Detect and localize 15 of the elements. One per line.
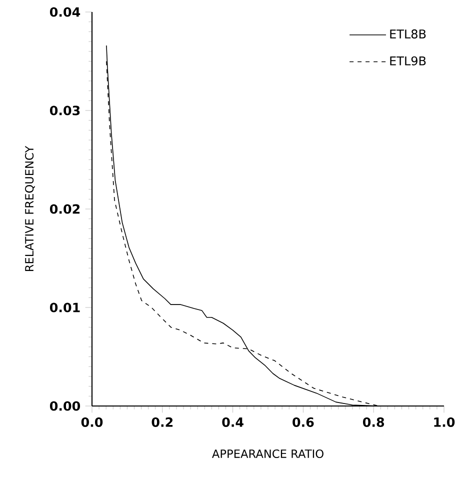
x-tick-label: 0.0 (82, 417, 103, 427)
y-tick-label: 0.03 (50, 106, 80, 116)
x-tick-label: 0.4 (222, 417, 244, 427)
x-tick-label: 0.8 (363, 417, 384, 427)
y-tick-label: 0.00 (50, 401, 80, 411)
y-tick-label: 0.02 (50, 204, 80, 214)
y-tick-label: 0.04 (50, 7, 80, 17)
y-tick-label: 0.01 (50, 302, 80, 312)
y-axis-title: RELATIVE FREQUENCY (25, 146, 36, 272)
x-axis-title: APPEARANCE RATIO (212, 449, 324, 458)
x-tick-label: 1.0 (434, 417, 455, 427)
x-tick-label: 0.6 (292, 417, 314, 427)
x-tick-label: 0.2 (152, 417, 173, 427)
legend-label: ETL9B (390, 56, 426, 66)
legend-label: ETL8B (390, 29, 426, 38)
